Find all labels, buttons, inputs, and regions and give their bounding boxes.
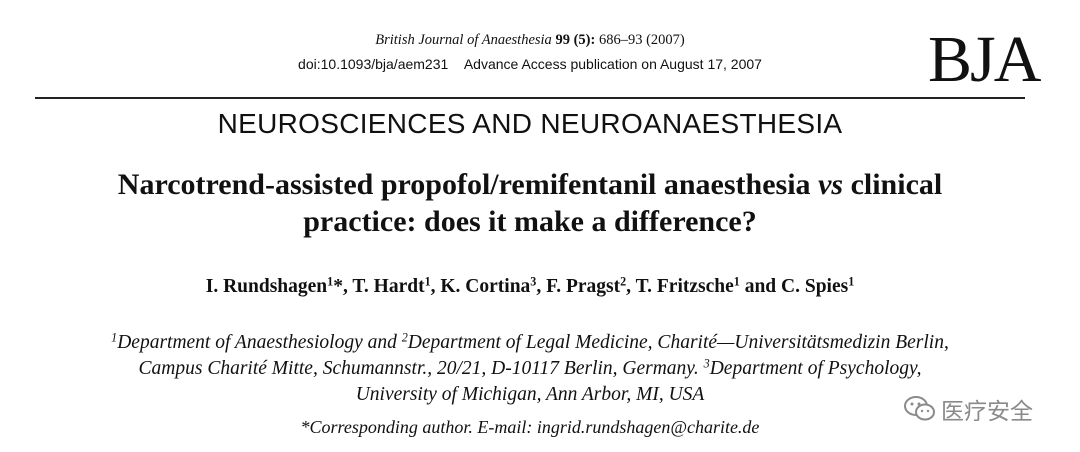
watermark: 医疗安全 [903,392,1033,426]
author-separator: *, [333,276,348,297]
author-name: F. Pragst [546,276,621,297]
author-separator: and [739,276,777,297]
author-affiliation: 1 [848,274,855,289]
affiliation-line: 1Department of Anaesthesiology and 2Depa… [0,330,1060,354]
author-affiliation: 2 [620,274,627,289]
author-name: T. Fritzsche [635,276,734,297]
title-part: clinical [850,168,943,201]
author-affiliation: 1 [733,274,740,289]
title-line: practice: does it make a difference? [303,205,757,238]
wechat-icon [904,396,935,421]
author-name: T. Hardt [352,276,425,297]
author-separator: , [430,276,436,297]
authors: I. Rundshagen1*, T. Hardt1, K. Cortina3,… [0,274,1060,298]
author-name: I. Rundshagen [205,276,328,297]
affiliation-text: Department of Legal Medicine, Charité—Un… [407,332,949,353]
author-affiliation: 3 [530,274,537,289]
title-part: vs [818,168,844,201]
corresponding: *Corresponding author. E-mail: ingrid.ru… [300,417,760,437]
volume: 99 [555,32,570,48]
author-affiliation: 1 [424,274,431,289]
affiliation-number: 1 [111,330,118,345]
affiliation-text: University of Michigan, Ann Arbor, MI, U… [355,384,705,405]
doi-line: doi:10.1093/bja/aem231 Advance Access pu… [0,56,1060,72]
affiliation-number: 2 [401,330,408,345]
author-name: K. Cortina [440,276,531,297]
affiliation-line: University of Michigan, Ann Arbor, MI, U… [0,384,1060,406]
title-part: Narcotrend-assisted propofol/remifentani… [117,168,811,201]
author-separator: , [536,276,542,297]
author-separator: , [626,276,632,297]
journal-name: British Journal of Anaesthesia [375,32,552,48]
watermark-text: 医疗安全 [941,399,1033,425]
affiliation-number: 3 [703,356,710,371]
title-line: Narcotrend-assisted propofol/remifentani… [0,168,1060,202]
journal-line: British Journal of Anaesthesia 99 (5): 6… [0,32,1060,49]
affiliation-text: Department of Anaesthesiology and [117,332,402,353]
logo: BJA [928,23,1041,96]
doi: doi:10.1093/bja/aem231 [298,56,449,72]
access: Advance Access publication on August 17,… [463,56,762,72]
author-name: C. Spies [781,276,849,297]
issue: (5): [573,32,596,48]
affiliation-text: Department of Psychology, [709,358,922,379]
section: NEUROSCIENCES AND NEUROANAESTHESIA [217,108,843,139]
affiliation-text: Campus Charité Mitte, Schumannstr., 20/2… [138,358,704,379]
rule [35,97,1025,99]
affiliation-line: Campus Charité Mitte, Schumannstr., 20/2… [0,356,1060,380]
author-affiliation: 1 [327,274,334,289]
pages: 686–93 (2007) [598,32,685,48]
